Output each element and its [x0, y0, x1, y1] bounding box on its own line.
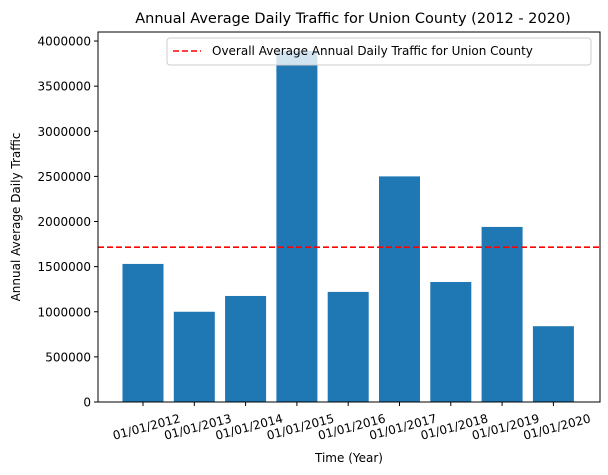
legend-box: [166, 37, 592, 66]
bars-group: [122, 50, 574, 402]
y-tick-label: 1000000: [38, 305, 91, 319]
chart-title: Annual Average Daily Traffic for Union C…: [135, 11, 571, 27]
plot-area: [97, 31, 601, 403]
y-tick-label: 4000000: [38, 35, 91, 49]
plot-frame: [97, 31, 601, 403]
y-tick-label: 500000: [45, 350, 91, 364]
bar: [327, 291, 369, 402]
bar: [173, 311, 215, 402]
legend-label: Overall Average Annual Daily Traffic for…: [212, 44, 533, 58]
bar: [481, 226, 523, 402]
bar: [276, 50, 318, 402]
y-tick-label: 3000000: [38, 125, 91, 139]
y-tick-label: 2000000: [38, 215, 91, 229]
bar: [379, 176, 420, 402]
x-axis-label: Time (Year): [314, 451, 383, 465]
y-axis-label: Annual Average Daily Traffic: [9, 133, 23, 302]
x-axis: 01/01/201201/01/201301/01/201401/01/2015…: [111, 402, 592, 443]
bar: [122, 263, 164, 402]
y-tick-label: 2500000: [38, 170, 91, 184]
bar: [532, 326, 574, 402]
y-tick-label: 3500000: [38, 80, 91, 94]
legend: Overall Average Annual Daily Traffic for…: [166, 37, 592, 66]
y-tick-label: 1500000: [38, 260, 91, 274]
y-axis: 0 500000 1000000 1500000 2000000 2500000 30000…: [38, 35, 98, 410]
y-tick-label: 0: [83, 396, 91, 410]
bar: [430, 281, 472, 402]
bar: [225, 295, 267, 402]
